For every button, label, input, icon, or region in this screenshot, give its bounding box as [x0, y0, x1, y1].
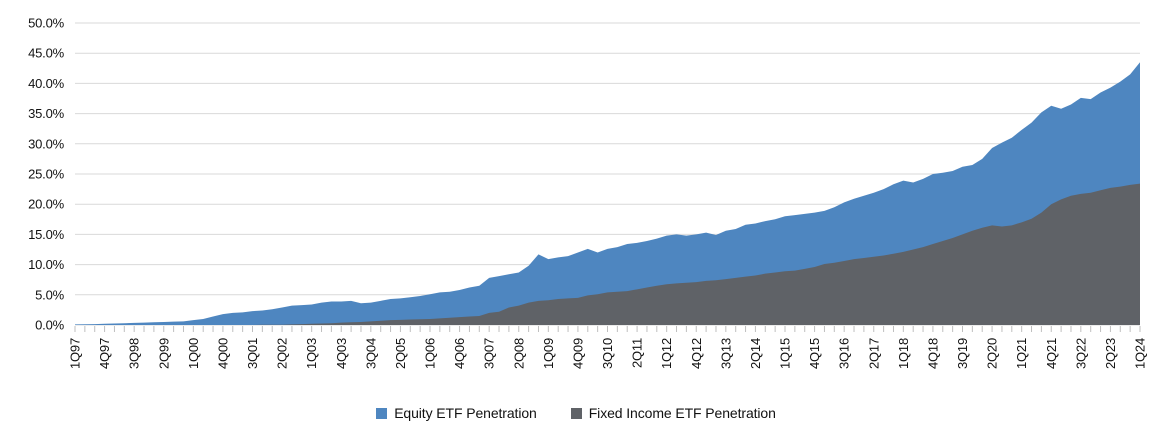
- x-axis-label: 4Q12: [689, 338, 704, 369]
- x-axis-label: 4Q03: [334, 338, 349, 369]
- y-axis-label: 15.0%: [28, 227, 65, 242]
- y-axis-label: 40.0%: [28, 76, 65, 91]
- x-axis-label: 2Q99: [156, 338, 171, 369]
- legend-item-fixed-income: Fixed Income ETF Penetration: [570, 405, 776, 421]
- legend-label-equity: Equity ETF Penetration: [394, 405, 537, 421]
- legend-item-equity: Equity ETF Penetration: [376, 405, 537, 421]
- x-axis-label: 1Q12: [659, 338, 674, 369]
- x-axis-label: 2Q14: [748, 338, 763, 369]
- equity-series-swatch-icon: [376, 407, 388, 419]
- x-axis-label: 2Q02: [275, 338, 290, 369]
- x-axis-label: 2Q23: [1103, 338, 1118, 369]
- x-axis-label: 1Q18: [896, 338, 911, 369]
- x-axis-label: 1Q09: [541, 338, 556, 369]
- x-axis-label: 4Q21: [1044, 338, 1059, 369]
- x-axis-label: 2Q11: [630, 338, 645, 368]
- x-axis-label: 4Q06: [452, 338, 467, 369]
- y-axis-label: 5.0%: [35, 287, 64, 302]
- x-axis-label: 3Q07: [482, 338, 497, 369]
- legend-label-fixed-income: Fixed Income ETF Penetration: [588, 405, 776, 421]
- x-axis-label: 3Q19: [955, 338, 970, 369]
- x-axis-label: 1Q03: [304, 338, 319, 369]
- x-axis-label: 4Q00: [215, 338, 230, 369]
- x-axis-label: 3Q04: [363, 338, 378, 369]
- x-axis-label: 1Q00: [186, 338, 201, 369]
- y-axis-label: 10.0%: [28, 257, 65, 272]
- y-axis-label: 0.0%: [35, 318, 64, 333]
- y-axis-label: 35.0%: [28, 106, 65, 121]
- y-axis-label: 20.0%: [28, 197, 65, 212]
- x-axis-label: 1Q21: [1014, 338, 1029, 369]
- x-axis-label: 3Q22: [1073, 338, 1088, 369]
- etf-penetration-plot: 0.0% 5.0% 10.0% 15.0% 20.0% 25.0% 30.0% 35.0% 40…: [28, 16, 1148, 370]
- y-axis-label: 30.0%: [28, 136, 65, 151]
- x-axis-label: 2Q05: [393, 338, 408, 369]
- y-axis-label: 50.0%: [28, 16, 65, 31]
- x-axis-label: 1Q24: [1133, 338, 1148, 369]
- y-axis-label: 45.0%: [28, 46, 65, 61]
- x-axis-label: 4Q18: [925, 338, 940, 369]
- y-axis-label: 25.0%: [28, 167, 65, 182]
- x-axis-label: 1Q15: [778, 338, 793, 369]
- x-axis-label: 1Q97: [68, 338, 83, 369]
- x-axis-label: 3Q98: [127, 338, 142, 369]
- x-axis-label: 2Q17: [866, 338, 881, 369]
- x-axis-label: 2Q20: [985, 338, 1000, 369]
- x-axis-label: 3Q16: [837, 338, 852, 369]
- chart-legend: Equity ETF Penetration Fixed Income ETF …: [0, 405, 1152, 421]
- x-axis-label: 4Q15: [807, 338, 822, 369]
- x-axis-label: 2Q08: [511, 338, 526, 369]
- fixed-income-area-series: [75, 183, 1140, 325]
- x-axis-label: 3Q01: [245, 338, 260, 369]
- x-axis-label: 4Q09: [570, 338, 585, 369]
- x-axis-label: 1Q06: [423, 338, 438, 369]
- x-axis-label: 4Q97: [97, 338, 112, 369]
- x-axis-label: 3Q10: [600, 338, 615, 369]
- fixed-income-series-swatch-icon: [570, 407, 582, 419]
- x-axis-label: 3Q13: [718, 338, 733, 369]
